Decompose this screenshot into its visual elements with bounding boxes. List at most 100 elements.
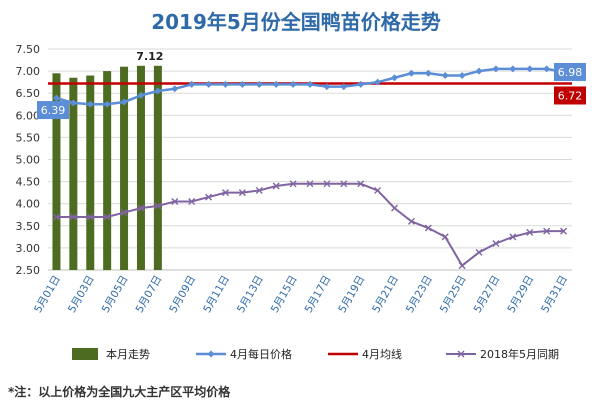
point-april-daily xyxy=(205,80,213,88)
point-last-year xyxy=(407,217,415,225)
point-last-year xyxy=(255,186,263,194)
point-last-year xyxy=(458,262,466,270)
point-last-year xyxy=(221,189,229,197)
point-last-year xyxy=(374,186,382,194)
point-april-daily xyxy=(137,91,145,99)
legend-label: 4月每日价格 xyxy=(230,347,292,361)
point-last-year xyxy=(475,248,483,256)
data-label-april-start: 6.39 xyxy=(37,101,69,120)
point-last-year xyxy=(103,213,111,221)
chart-title: 2019年5月份全国鸭苗价格走势 xyxy=(151,10,441,34)
point-last-year xyxy=(306,180,314,188)
point-last-year xyxy=(323,180,331,188)
point-last-year xyxy=(441,233,449,241)
point-april-daily xyxy=(86,100,94,108)
point-april-daily xyxy=(306,80,314,88)
data-label-box xyxy=(37,101,69,120)
data-label-text: 6.98 xyxy=(558,66,583,79)
x-tick-label: 5月15日 xyxy=(269,274,300,316)
bar xyxy=(136,65,145,271)
x-tick-label: 5月17日 xyxy=(303,274,334,316)
series-line-last-year xyxy=(56,182,564,268)
y-tick-label: 5.50 xyxy=(16,131,41,144)
point-april-daily xyxy=(509,65,517,73)
y-tick-label: 6.00 xyxy=(16,109,41,122)
point-last-year xyxy=(238,189,246,197)
point-april-daily xyxy=(458,72,466,80)
point-last-year xyxy=(357,180,365,188)
data-label-april-end: 6.98 xyxy=(554,62,586,81)
data-label-bar-max: 7.12 xyxy=(136,50,163,63)
point-april-daily xyxy=(340,83,348,91)
x-tick-label: 5月11日 xyxy=(201,274,232,316)
point-last-year xyxy=(52,213,60,221)
point-last-year xyxy=(171,197,179,205)
point-april-daily xyxy=(52,94,60,102)
data-label-text: 6.39 xyxy=(41,104,66,117)
bar xyxy=(103,71,112,270)
point-last-year xyxy=(120,209,128,217)
y-tick-label: 2.50 xyxy=(16,264,41,277)
point-last-year xyxy=(188,197,196,205)
y-tick-label: 3.50 xyxy=(16,220,41,233)
x-tick-label: 5月31日 xyxy=(539,274,570,316)
point-last-year xyxy=(543,227,551,235)
point-april-daily xyxy=(69,99,77,107)
point-april-daily xyxy=(171,85,179,93)
point-last-year xyxy=(86,213,94,221)
x-tick-label: 5月23日 xyxy=(404,274,435,316)
y-tick-label: 7.00 xyxy=(16,65,41,78)
data-label-box xyxy=(554,62,586,81)
point-april-daily xyxy=(374,78,382,86)
legend-label: 本月走势 xyxy=(106,347,150,361)
point-april-daily xyxy=(323,83,331,91)
y-tick-label: 7.50 xyxy=(16,43,41,56)
x-tick-label: 5月25日 xyxy=(438,274,469,316)
point-april-daily xyxy=(441,72,449,80)
point-last-year xyxy=(154,202,162,210)
y-tick-label: 3.00 xyxy=(16,242,41,255)
point-april-daily xyxy=(120,98,128,106)
point-april-daily xyxy=(154,87,162,95)
point-april-daily xyxy=(424,69,432,77)
point-april-daily xyxy=(272,80,280,88)
point-last-year xyxy=(137,204,145,212)
x-tick-label: 5月21日 xyxy=(370,274,401,316)
point-last-year xyxy=(526,228,534,236)
point-april-daily xyxy=(188,80,196,88)
legend-label: 4月均线 xyxy=(362,347,402,361)
point-april-daily xyxy=(103,100,111,108)
point-last-year xyxy=(205,193,213,201)
data-label-box xyxy=(554,86,586,105)
point-april-daily xyxy=(391,74,399,82)
bar xyxy=(69,77,78,270)
y-tick-label: 4.50 xyxy=(16,176,41,189)
x-tick-label: 5月19日 xyxy=(336,274,367,316)
legend-marker-april-daily xyxy=(207,350,215,358)
y-tick-label: 6.50 xyxy=(16,87,41,100)
data-label-april-avg: 6.72 xyxy=(554,86,586,105)
x-tick-label: 5月01日 xyxy=(32,274,63,316)
legend-label: 2018年5月同期 xyxy=(480,347,559,361)
point-last-year xyxy=(509,233,517,241)
point-last-year xyxy=(289,180,297,188)
x-tick-label: 5月03日 xyxy=(66,274,97,316)
legend-marker-last-year xyxy=(457,350,465,358)
bar xyxy=(52,73,61,270)
point-last-year xyxy=(391,204,399,212)
data-label-text: 6.72 xyxy=(558,89,583,102)
point-april-daily xyxy=(238,80,246,88)
point-april-daily xyxy=(407,69,415,77)
point-april-daily xyxy=(255,80,263,88)
bar xyxy=(86,75,95,271)
point-april-daily xyxy=(492,65,500,73)
point-april-daily xyxy=(221,80,229,88)
x-tick-label: 5月29日 xyxy=(505,274,536,316)
x-tick-label: 5月27日 xyxy=(472,274,503,316)
point-last-year xyxy=(272,182,280,190)
point-last-year xyxy=(340,180,348,188)
bar xyxy=(153,65,162,271)
x-tick-label: 5月13日 xyxy=(235,274,266,316)
